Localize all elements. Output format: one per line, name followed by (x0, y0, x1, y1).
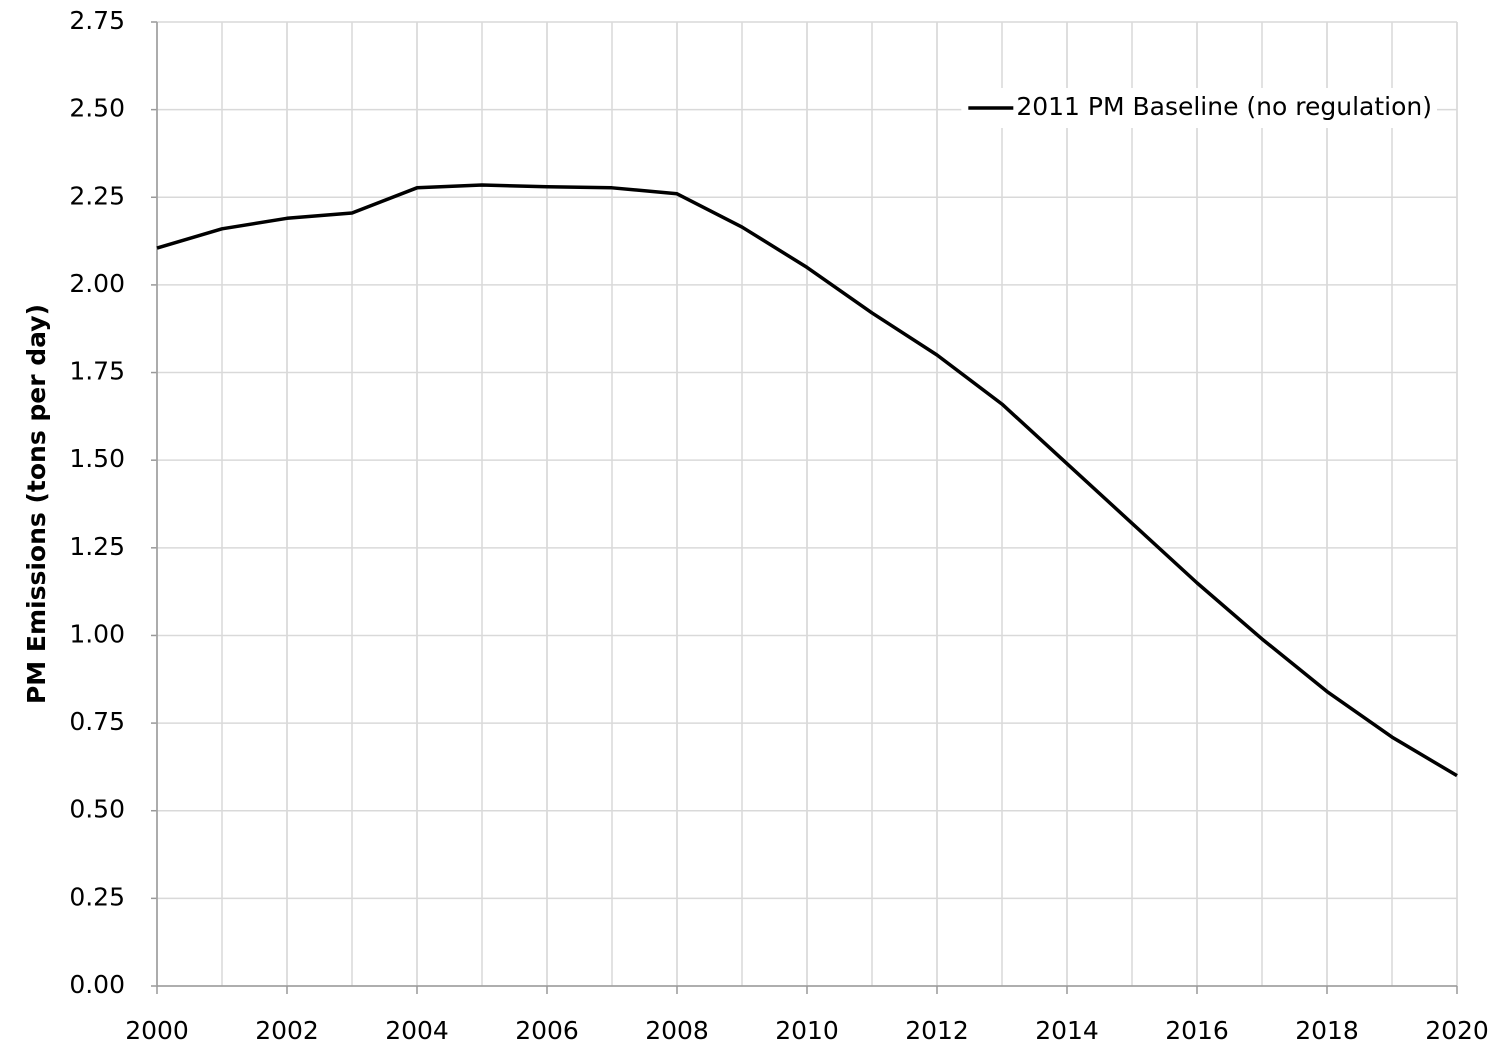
legend-background (961, 88, 1437, 128)
y-tick-label: 1.50 (69, 444, 125, 473)
x-tick-label: 2004 (385, 1016, 449, 1045)
y-tick-label: 2.75 (69, 6, 125, 35)
y-tick-label: 0.25 (69, 882, 125, 911)
y-tick-label: 0.75 (69, 707, 125, 736)
x-tick-label: 2012 (905, 1016, 969, 1045)
y-tick-label: 1.00 (69, 619, 125, 648)
x-tick-label: 2006 (515, 1016, 579, 1045)
y-tick-label: 1.25 (69, 532, 125, 561)
y-axis-label: PM Emissions (tons per day) (22, 304, 51, 704)
x-tick-label: 2008 (645, 1016, 709, 1045)
x-tick-label: 2000 (125, 1016, 189, 1045)
y-tick-label: 2.00 (69, 269, 125, 298)
x-tick-label: 2020 (1425, 1016, 1489, 1045)
x-tick-label: 2016 (1165, 1016, 1229, 1045)
y-tick-label: 2.50 (69, 94, 125, 123)
x-tick-label: 2010 (775, 1016, 839, 1045)
y-tick-label: 0.00 (69, 970, 125, 999)
y-tick-label: 1.75 (69, 357, 125, 386)
x-tick-label: 2014 (1035, 1016, 1099, 1045)
y-tick-label: 0.50 (69, 795, 125, 824)
y-tick-label: 2.25 (69, 181, 125, 210)
x-tick-label: 2002 (255, 1016, 319, 1045)
legend-label: 2011 PM Baseline (no regulation) (1016, 92, 1432, 121)
x-tick-label: 2018 (1295, 1016, 1359, 1045)
series-line (156, 183, 1458, 778)
